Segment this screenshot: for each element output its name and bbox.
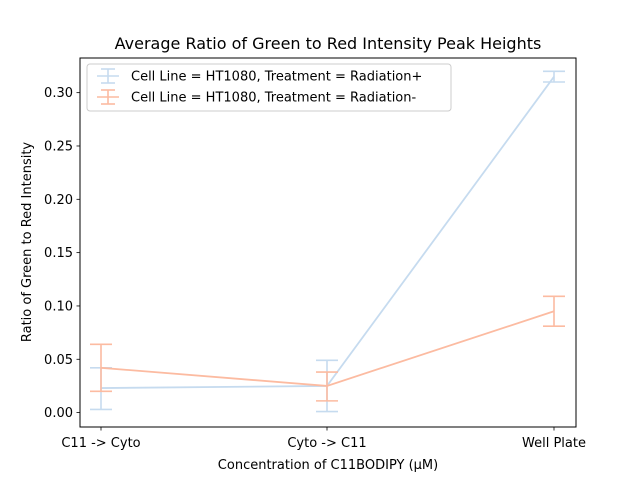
legend-frame	[86, 63, 452, 112]
y-tick-label: 0.05	[44, 353, 73, 368]
y-axis: 0.00 0.05 0.10 0.15 0.20 0.25 0.30	[44, 86, 80, 421]
x-axis-label: Concentration of C11BODIPY (μM)	[218, 458, 438, 473]
y-tick-label: 0.30	[44, 86, 73, 101]
y-tick-label: 0.00	[44, 406, 73, 421]
plot-area	[79, 57, 577, 428]
x-tick-label: C11 -> Cyto	[61, 436, 140, 451]
y-tick-label: 0.15	[44, 246, 73, 261]
chart-title: Average Ratio of Green to Red Intensity …	[115, 34, 542, 53]
legend: Cell Line = HT1080, Treatment = Radiatio…	[86, 63, 452, 112]
x-axis: C11 -> Cyto Cyto -> C11 Well Plate	[61, 427, 586, 451]
y-axis-label: Ratio of Green to Red Intensity	[20, 142, 35, 343]
y-tick-label: 0.25	[44, 139, 73, 154]
y-tick-label: 0.10	[44, 299, 73, 314]
x-tick-label: Cyto -> C11	[287, 436, 366, 451]
legend-label: Cell Line = HT1080, Treatment = Radiatio…	[131, 91, 416, 106]
series-layer	[90, 70, 565, 413]
y-tick-label: 0.20	[44, 193, 73, 208]
x-tick-label: Well Plate	[522, 436, 586, 451]
legend-label: Cell Line = HT1080, Treatment = Radiatio…	[131, 70, 422, 85]
